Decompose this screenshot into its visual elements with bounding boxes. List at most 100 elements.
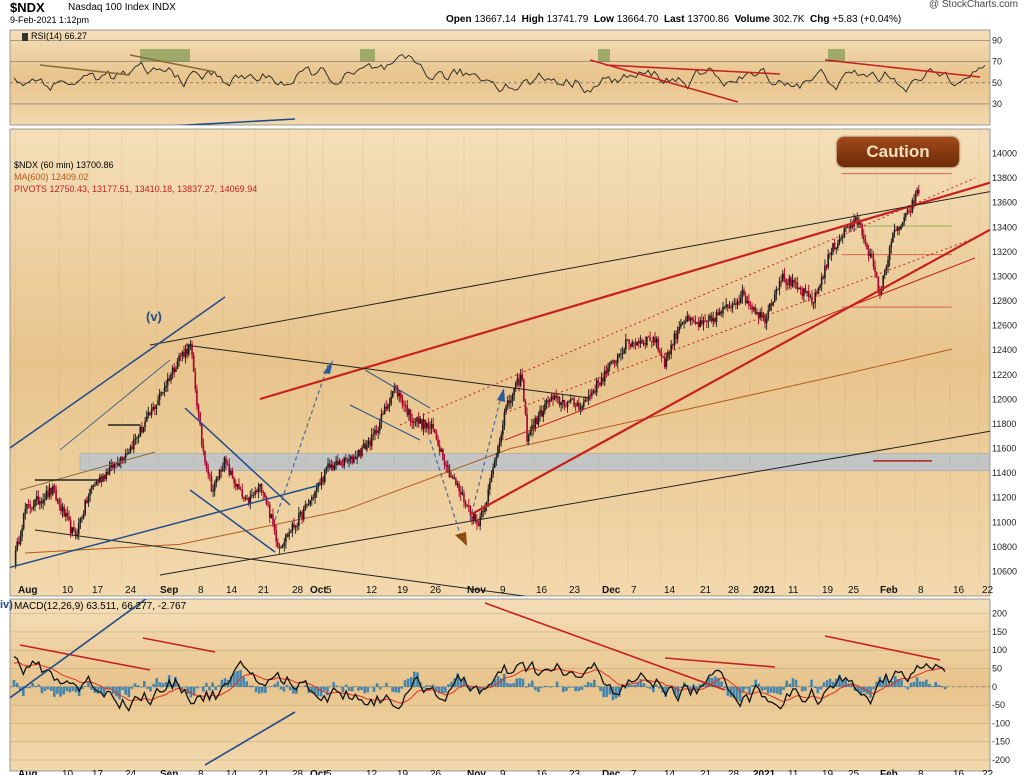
candle-body: [199, 412, 201, 425]
candle-body: [319, 482, 321, 485]
candle-body: [757, 312, 760, 318]
candle-body: [626, 339, 629, 341]
candle-body: [597, 380, 600, 383]
macd-ytick-label: -100: [992, 718, 1010, 728]
candle-body: [492, 467, 494, 475]
candle-body: [37, 496, 40, 505]
price-xtick-label: Oct: [310, 585, 327, 596]
macd-xtick-label: 19: [822, 769, 834, 775]
candle-body: [429, 427, 431, 429]
candle-body: [453, 478, 456, 480]
candle-body: [864, 239, 867, 245]
candle-body: [302, 508, 305, 520]
candle-body: [612, 360, 614, 362]
candle-body: [639, 340, 642, 344]
candle-body: [905, 213, 907, 217]
candle-body: [476, 520, 478, 524]
rsi-trendline: [604, 64, 781, 75]
candle-body: [620, 353, 622, 355]
price-legend-pivots: PIVOTS 12750.43, 13177.51, 13410.18, 138…: [14, 184, 257, 194]
macd-xtick-label: 21: [258, 769, 270, 775]
candle-body: [811, 296, 813, 304]
price-ytick-label: 12600: [992, 321, 1017, 331]
rsi-ytick-label: 70: [992, 57, 1002, 67]
candle-body: [197, 405, 200, 413]
candle-body: [859, 221, 862, 225]
candle-body: [42, 499, 44, 504]
candle-body: [280, 547, 282, 549]
candle-body: [785, 278, 787, 285]
wave-iv-label: iv): [0, 599, 13, 611]
candle-body: [683, 321, 685, 323]
candle-body: [158, 392, 161, 401]
candle-body: [400, 393, 402, 399]
candle-body: [215, 478, 218, 483]
candle-body: [634, 343, 637, 346]
candle-body: [794, 282, 797, 284]
candle-body: [497, 446, 499, 457]
candle-body: [586, 399, 588, 401]
candle-body: [786, 284, 789, 286]
candle-body: [239, 489, 242, 491]
candle-body: [432, 424, 435, 429]
candle-body: [333, 464, 336, 470]
candle-body: [880, 290, 883, 295]
candle-body: [731, 304, 734, 308]
candle-body: [131, 446, 133, 450]
candle-body: [676, 330, 679, 340]
macd-ytick-label: -200: [992, 755, 1010, 765]
candle-body: [764, 314, 766, 324]
blue-flag-top: [364, 369, 431, 409]
candle-body: [649, 337, 651, 342]
candle-body: [323, 469, 326, 483]
blue-channel-bottom: [10, 484, 321, 569]
candle-body: [351, 456, 354, 463]
candle-body: [275, 530, 278, 542]
candle-body: [900, 226, 902, 230]
candle-body: [578, 402, 580, 410]
candle-body: [527, 435, 530, 442]
candle-body: [22, 513, 25, 529]
candle-body: [519, 374, 522, 386]
candle-body: [16, 541, 19, 551]
candle-body: [79, 519, 82, 523]
candle-body: [485, 501, 488, 506]
candle-body: [278, 547, 281, 549]
candle-body: [493, 460, 496, 468]
candle-body: [166, 378, 169, 386]
rsi-overbought-fill: [598, 49, 610, 62]
low-label: Low: [593, 14, 614, 25]
macd-trendline: [19, 644, 151, 671]
candle-body: [170, 373, 172, 381]
candle-body: [835, 247, 838, 250]
candle-body: [332, 464, 334, 470]
candle-body: [230, 470, 232, 475]
candle-body: [322, 477, 324, 483]
candle-body: [605, 370, 608, 374]
rsi-overbought-fill: [828, 49, 845, 62]
candle-body: [32, 506, 35, 509]
candle-body: [210, 476, 213, 492]
candle-body: [909, 211, 912, 213]
candle-body: [798, 287, 800, 290]
candle-body: [888, 247, 891, 260]
candle-body: [513, 388, 515, 396]
candle-body: [434, 428, 436, 433]
candle-body: [573, 398, 575, 407]
candle-body: [264, 493, 266, 498]
candle-body: [299, 511, 302, 514]
candle-body: [103, 475, 106, 480]
chg-label: Chg: [810, 14, 830, 25]
candle-body: [455, 478, 457, 485]
macd-xtick-label: 8: [198, 769, 204, 775]
candle-body: [623, 349, 626, 354]
candle-body: [306, 504, 308, 506]
candle-body: [500, 435, 502, 443]
candle-body: [511, 395, 514, 401]
candle-body: [267, 503, 269, 505]
price-xtick-label: Sep: [160, 585, 178, 596]
candle-body: [362, 443, 365, 449]
dashed-arrow-2: [469, 392, 503, 521]
candle-body: [579, 408, 582, 410]
candle-body: [294, 525, 297, 528]
